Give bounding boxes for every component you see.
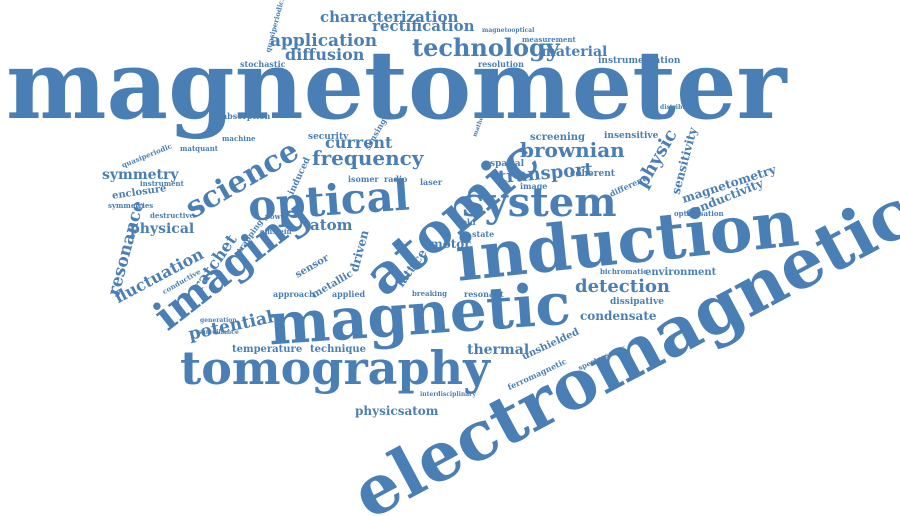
cloud-word: state [472, 229, 495, 239]
cloud-word: applied [332, 289, 366, 299]
cloud-word: distribution [660, 104, 701, 111]
cloud-word: condensate [580, 309, 657, 323]
cloud-word: instrumentation [598, 56, 681, 66]
cloud-word: technology [412, 33, 560, 62]
cloud-word: interdisciplinary [420, 391, 476, 398]
cloud-word: thermal [467, 342, 530, 358]
cloud-word: tomography [180, 341, 490, 395]
cloud-word: frequency [312, 146, 424, 170]
cloud-word: isomer [348, 174, 379, 184]
cloud-word: magnetooptical [482, 27, 535, 34]
cloud-word: matquant [180, 144, 219, 153]
cloud-word: bichromatic [600, 267, 648, 276]
cloud-word: dissipative [610, 297, 664, 307]
cloud-word: absorption [222, 111, 271, 121]
cloud-word: instrument [140, 179, 184, 188]
cloud-word: technique [310, 344, 367, 355]
cloud-word: spatial [490, 159, 525, 169]
cloud-word: breaking [412, 289, 448, 298]
cloud-word: power [265, 212, 289, 221]
cloud-word: machine [222, 134, 256, 143]
cloud-word: symmetries [108, 201, 154, 210]
cloud-word: characterization [320, 8, 459, 26]
cloud-word: physicsatom [355, 404, 439, 418]
cloud-word: motor [430, 237, 471, 251]
cloud-word: security [308, 132, 349, 142]
cloud-word: temperature [232, 344, 303, 355]
cloud-word: generation [200, 317, 237, 324]
cloud-word: image [520, 181, 548, 191]
cloud-word: approach [273, 289, 315, 299]
cloud-word: environment [645, 267, 717, 278]
cloud-word: resolution [478, 59, 524, 69]
cloud-word: destructive [150, 211, 194, 220]
cloud-word: physical [130, 221, 195, 237]
cloud-word: diffusion [285, 45, 365, 64]
cloud-word: screening [530, 132, 586, 143]
cloud-word: surveillance [198, 329, 239, 336]
cloud-word: quasiperiodic [120, 141, 174, 170]
cloud-word: current [325, 133, 393, 152]
cloud-word: field [456, 217, 476, 227]
cloud-word: radio [384, 174, 408, 184]
cloud-word: system [462, 179, 617, 226]
cloud-word: atom [310, 216, 353, 234]
cloud-word: detection [575, 276, 671, 297]
cloud-word: application [270, 31, 378, 51]
cloud-word: einstein [260, 227, 292, 236]
cloud-word: insensitive [604, 131, 659, 141]
cloud-word: sensor [293, 252, 331, 281]
cloud-word: brownian [520, 138, 625, 162]
cloud-word: symmetry [102, 167, 179, 183]
cloud-word: stochastic [240, 59, 286, 69]
cloud-word: material [541, 44, 608, 60]
cloud-word: laser [420, 177, 443, 187]
cloud-word: resonant [464, 289, 504, 299]
cloud-word: coherent [570, 169, 615, 179]
cloud-word: magnetometer [6, 30, 787, 141]
cloud-word: rectification [372, 17, 475, 35]
cloud-word: measurement [522, 35, 576, 44]
cloud-word: optimisation [674, 209, 724, 218]
